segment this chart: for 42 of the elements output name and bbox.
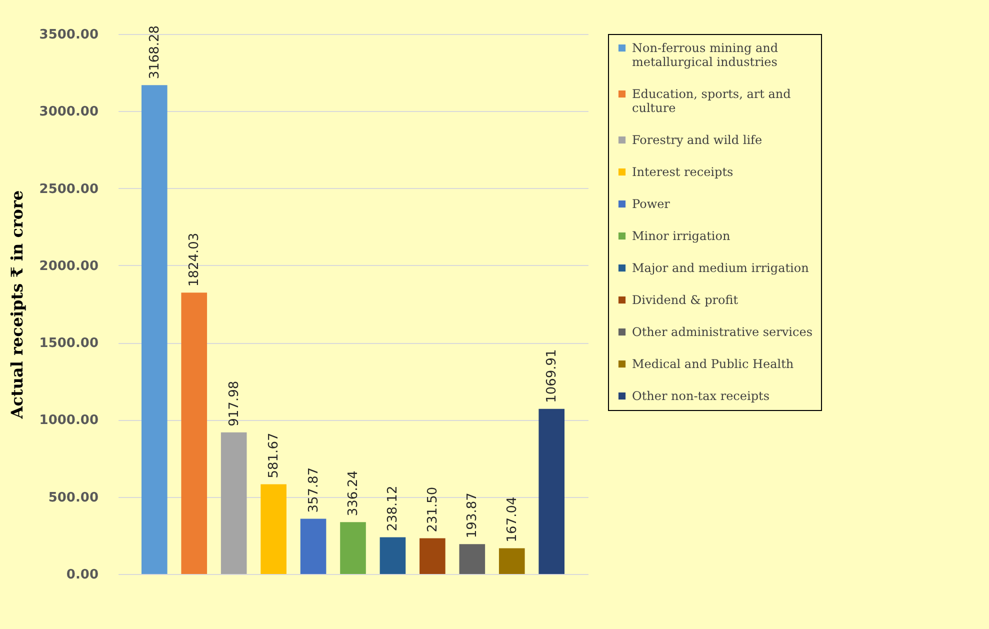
y-tick-label: 1500.00 xyxy=(39,336,98,352)
y-tick-label: 2500.00 xyxy=(39,182,98,197)
bar xyxy=(380,537,406,574)
legend-label: Minor irrigation xyxy=(632,229,730,243)
data-label: 336.24 xyxy=(346,470,361,516)
legend-label: Education, sports, art and culture xyxy=(632,87,792,115)
data-label: 917.98 xyxy=(226,380,242,426)
legend-label: Forestry and wild life xyxy=(632,133,762,147)
data-label: 238.12 xyxy=(386,486,401,532)
bar xyxy=(459,544,486,574)
bar xyxy=(260,484,286,574)
data-label: 1069.91 xyxy=(544,349,560,403)
bar xyxy=(142,85,168,574)
y-tick-label: 500.00 xyxy=(48,490,98,506)
y-tick-label: 1000.00 xyxy=(39,413,98,428)
y-axis-title: Actual receipts ₹ in crore xyxy=(7,190,26,420)
bar xyxy=(220,432,247,574)
bar xyxy=(181,292,208,574)
y-tick-label: 0.00 xyxy=(66,568,98,582)
y-tick-label: 2000.00 xyxy=(39,258,98,274)
legend-label: Other administrative services xyxy=(632,325,812,339)
y-tick-label: 3500.00 xyxy=(39,28,98,42)
legend-label: Medical and Public Health xyxy=(632,357,794,371)
legend-label: Major and medium irrigation xyxy=(632,261,810,275)
data-label: 357.87 xyxy=(306,467,322,513)
data-label: 167.04 xyxy=(504,496,520,542)
data-label: 231.50 xyxy=(425,486,440,532)
data-label: 3168.28 xyxy=(147,25,162,80)
data-label: 193.87 xyxy=(465,492,480,538)
bar xyxy=(420,538,446,574)
legend-label: Power xyxy=(632,197,670,211)
data-label: 1824.03 xyxy=(187,232,202,287)
bar xyxy=(300,518,326,574)
legend-label: Interest receipts xyxy=(632,165,734,179)
y-tick-label: 3000.00 xyxy=(39,104,98,120)
bar xyxy=(498,548,525,574)
bar xyxy=(340,522,366,574)
legend-label: Other non-tax receipts xyxy=(632,389,770,403)
bar xyxy=(538,408,564,574)
legend-label: Dividend & profit xyxy=(632,293,738,307)
legend-label: Non-ferrous mining and metallurgical industries xyxy=(632,41,778,69)
data-label: 581.67 xyxy=(266,432,282,478)
